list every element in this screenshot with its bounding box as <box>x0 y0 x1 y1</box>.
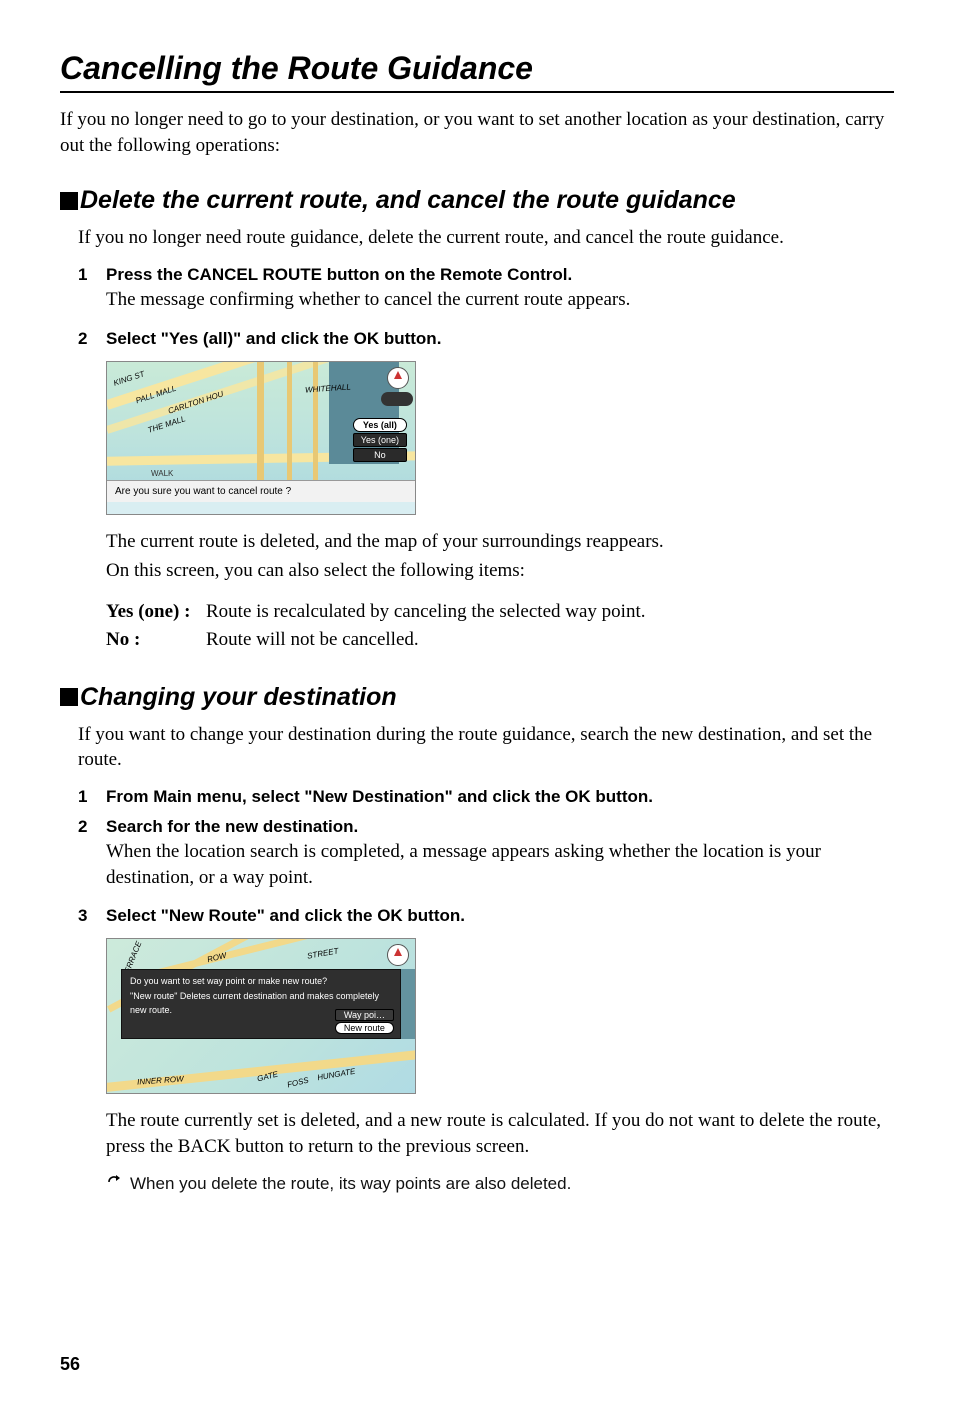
note-row: When you delete the route, its way point… <box>106 1174 894 1194</box>
step-number: 1 <box>78 787 106 809</box>
section1-after1: The current route is deleted, and the ma… <box>106 529 894 555</box>
section2-step1: 1 From Main menu, select "New Destinatio… <box>78 787 894 809</box>
dialog-line1: Do you want to set way point or make new… <box>130 975 392 987</box>
step1-title: From Main menu, select "New Destination"… <box>106 787 894 807</box>
section1-heading: Delete the current route, and cancel the… <box>60 186 894 215</box>
square-bullet-icon <box>60 688 78 706</box>
dialog-buttons: Way poi… New route <box>335 1009 394 1034</box>
page-number: 56 <box>60 1354 894 1375</box>
section1-heading-text: Delete the current route, and cancel the… <box>80 186 736 215</box>
dialog-line2: "New route" Deletes current destination … <box>130 990 392 1002</box>
definition-list: Yes (one) : Route is recalculated by can… <box>106 598 894 655</box>
map-road <box>257 362 264 482</box>
def-desc: Route will not be cancelled. <box>206 626 894 655</box>
step1-title: Press the CANCEL ROUTE button on the Rem… <box>106 265 894 285</box>
square-bullet-icon <box>60 192 78 210</box>
def-row: No : Route will not be cancelled. <box>106 626 894 655</box>
def-desc: Route is recalculated by canceling the s… <box>206 598 894 627</box>
section2-step2: 2 Search for the new destination. When t… <box>78 817 894 898</box>
prompt-bar: Are you sure you want to cancel route ? <box>107 480 415 502</box>
step-number: 1 <box>78 265 106 321</box>
section1-step2: 2 Select "Yes (all)" and click the OK bu… <box>78 329 894 351</box>
section2-step3: 3 Select "New Route" and click the OK bu… <box>78 906 894 928</box>
step2-text: When the location search is completed, a… <box>106 839 894 890</box>
map-road <box>287 362 292 482</box>
intro-paragraph: If you no longer need to go to your dest… <box>60 107 894 158</box>
compass-icon <box>387 367 409 389</box>
note-text: When you delete the route, its way point… <box>130 1174 571 1194</box>
menu-yes-one-button[interactable]: Yes (one) <box>353 433 407 447</box>
step-number: 3 <box>78 906 106 928</box>
dialog-box: Do you want to set way point or make new… <box>121 969 401 1039</box>
page-title: Cancelling the Route Guidance <box>60 50 894 93</box>
section1-after2: On this screen, you can also select the … <box>106 558 894 584</box>
step2-title: Select "Yes (all)" and click the OK butt… <box>106 329 894 349</box>
scale-badge <box>381 392 413 406</box>
step3-title: Select "New Route" and click the OK butt… <box>106 906 894 926</box>
screenshot-new-route: TERRACE STREET ROW INNER ROW HUNGATE GAT… <box>106 938 416 1094</box>
map-road <box>313 362 318 482</box>
def-term: Yes (one) : <box>106 598 206 627</box>
note-arrow-icon <box>106 1174 124 1194</box>
section1-step1: 1 Press the CANCEL ROUTE button on the R… <box>78 265 894 321</box>
new-route-button[interactable]: New route <box>335 1022 394 1034</box>
section2-intro: If you want to change your destination d… <box>78 722 894 773</box>
step-number: 2 <box>78 817 106 898</box>
menu-yes-all-button[interactable]: Yes (all) <box>353 418 407 432</box>
menu-no-button[interactable]: No <box>353 448 407 462</box>
waypoint-button[interactable]: Way poi… <box>335 1009 394 1021</box>
section1-intro: If you no longer need route guidance, de… <box>78 225 894 251</box>
section2-heading-text: Changing your destination <box>80 683 397 712</box>
road-label: WALK <box>151 469 173 478</box>
section2-after1: The route currently set is deleted, and … <box>106 1108 894 1159</box>
def-row: Yes (one) : Route is recalculated by can… <box>106 598 894 627</box>
step-number: 2 <box>78 329 106 351</box>
def-term: No : <box>106 626 206 655</box>
step1-text: The message confirming whether to cancel… <box>106 287 894 313</box>
section2-heading: Changing your destination <box>60 683 894 712</box>
screenshot-cancel-route: KING ST PALL MALL CARLTON HOU THE MALL W… <box>106 361 416 515</box>
step2-title: Search for the new destination. <box>106 817 894 837</box>
footer-strip <box>107 502 415 514</box>
cancel-menu: Yes (all) Yes (one) No <box>353 418 407 462</box>
